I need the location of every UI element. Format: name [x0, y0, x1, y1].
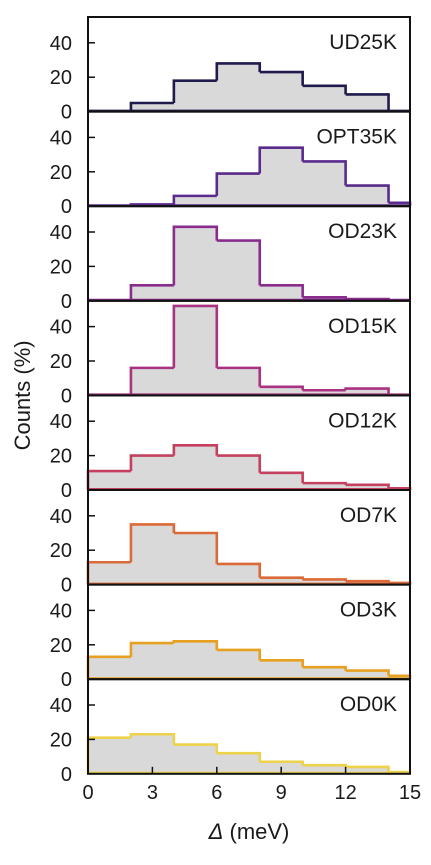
y-tick-label: 40: [50, 600, 72, 622]
y-tick-label: 40: [50, 411, 72, 433]
y-tick-label: 20: [50, 351, 72, 373]
y-tick-label: 40: [50, 506, 72, 528]
y-tick-label: 40: [50, 127, 72, 149]
y-tick-label: 20: [50, 256, 72, 278]
x-tick-label: 15: [399, 782, 421, 804]
x-axis-ticks: 0 3 6 9 12 15: [82, 766, 421, 804]
y-tick-label: 40: [50, 33, 72, 55]
histogram-fill: [88, 63, 410, 112]
panel-label: OD15K: [328, 315, 397, 338]
histogram-bar: [172, 194, 217, 205]
y-tick-label: 0: [61, 669, 72, 691]
histogram-bar: [259, 284, 304, 298]
panel-label: OD7K: [340, 504, 397, 527]
histogram-bar: [259, 471, 304, 484]
panel-od7k: 0 20 40 OD7K: [50, 489, 412, 597]
histogram-fill: [88, 641, 410, 680]
histogram-bar: [345, 184, 390, 203]
histogram-bar: [216, 751, 262, 762]
histogram-bar: [172, 640, 219, 650]
panel-label: OD23K: [328, 220, 397, 243]
histogram-bar: [344, 387, 390, 396]
y-tick-label: 20: [50, 540, 72, 562]
panel-od3k: 0 20 40 OD3K: [50, 583, 412, 691]
x-axis-unit: (meV): [223, 819, 289, 844]
histogram-bar: [129, 523, 176, 563]
histogram-bar: [172, 443, 219, 456]
histogram-bar: [345, 579, 390, 583]
y-tick-label: 40: [50, 222, 72, 244]
histogram-fill: [88, 305, 410, 396]
panel-ud25k: 0 20 40 UD25K: [50, 16, 411, 124]
histogram-bar: [172, 225, 219, 286]
histogram-bar: [173, 743, 219, 754]
panel-label: OD0K: [340, 693, 397, 716]
histogram-bar: [259, 70, 304, 86]
histogram-bar: [172, 304, 219, 368]
y-tick-label: 20: [50, 729, 72, 751]
panel-label: OPT35K: [316, 126, 397, 149]
histogram-bar: [215, 62, 262, 81]
y-tick-label: 0: [61, 102, 72, 124]
histogram-bar: [129, 641, 174, 657]
histogram-bar: [259, 658, 304, 668]
panel-od15k: 0 20 40 OD15K: [50, 299, 411, 407]
panel-od23k: 0 20 40 OD23K: [50, 205, 411, 313]
histogram-bar: [216, 562, 262, 578]
histogram-fill: [88, 445, 410, 490]
x-tick-label: 9: [276, 782, 287, 804]
histogram-bar: [129, 366, 174, 396]
x-axis-title: Δ (meV): [208, 819, 290, 844]
y-tick-label: 0: [61, 385, 72, 407]
histogram-bar: [216, 366, 262, 387]
histogram-bar: [302, 84, 347, 95]
panels: 0 20 40 UD25K 0 20 40 OPT35K 0 20 40 OD23K 0 20 40 OD15…: [50, 16, 412, 786]
panel-frame: [87, 678, 411, 775]
histogram-bar: [258, 146, 304, 174]
y-tick-label: 0: [61, 480, 72, 502]
histogram-fill: [88, 524, 410, 585]
y-tick-label: 0: [61, 575, 72, 597]
x-tick-label: 12: [334, 782, 356, 804]
histogram-bar: [129, 101, 174, 112]
x-tick-label: 0: [82, 782, 93, 804]
y-tick-label: 40: [50, 317, 72, 339]
x-tick-label: 3: [147, 782, 158, 804]
histogram-bar: [172, 79, 217, 103]
histogram-bar: [302, 160, 347, 186]
panel-label: OD3K: [340, 599, 397, 622]
x-axis-symbol: Δ: [208, 819, 224, 844]
histogram-bar: [345, 93, 390, 112]
y-tick-label: 20: [50, 635, 72, 657]
y-tick-label: 20: [50, 162, 72, 184]
histogram-bar: [129, 454, 174, 472]
histogram-bar: [345, 765, 390, 773]
panel-od0k: 0 20 40 OD0K: [50, 678, 412, 786]
y-tick-label: 20: [50, 446, 72, 468]
histogram-bar: [345, 669, 390, 676]
y-tick-label: 0: [61, 291, 72, 313]
y-tick-label: 0: [61, 764, 72, 786]
y-axis-title: Counts (%): [10, 340, 35, 450]
panel-opt35k: 0 20 40 OPT35K: [50, 110, 412, 218]
histogram-bar: [173, 531, 219, 564]
x-tick-label: 6: [211, 782, 222, 804]
y-tick-label: 20: [50, 67, 72, 89]
panel-od12k: 0 20 40 OD12K: [50, 394, 412, 502]
histogram-bar: [129, 732, 176, 745]
histogram-bar: [345, 483, 390, 489]
panel-label: OD12K: [328, 409, 397, 432]
histogram-bar: [216, 239, 262, 286]
histogram-fill: [88, 147, 410, 207]
y-tick-label: 0: [61, 196, 72, 218]
y-tick-label: 40: [50, 695, 72, 717]
histogram-fill: [88, 226, 410, 301]
histogram-bar: [216, 454, 262, 473]
panel-label: UD25K: [329, 31, 397, 54]
histogram-bar: [129, 284, 174, 301]
histogram-bar: [215, 172, 260, 196]
histogram-bar: [216, 648, 262, 661]
